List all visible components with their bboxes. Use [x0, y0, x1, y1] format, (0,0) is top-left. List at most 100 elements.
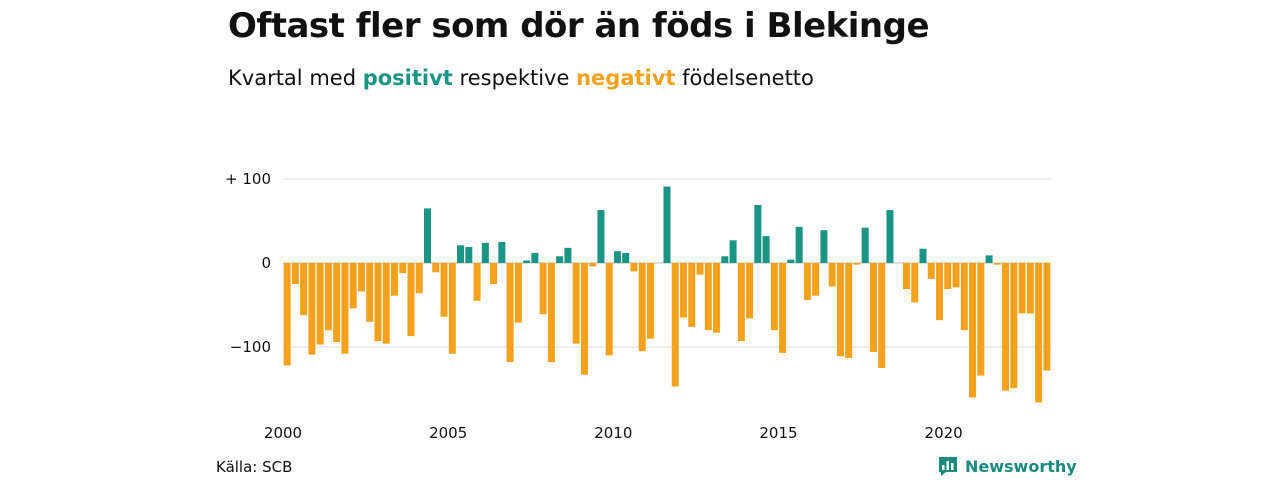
bar [308, 263, 316, 355]
bar [498, 242, 506, 263]
bar [415, 263, 423, 294]
bar [597, 210, 605, 263]
bar [1002, 263, 1010, 391]
bar [580, 263, 588, 375]
y-tick-label: 0 [261, 254, 271, 272]
bar [506, 263, 514, 363]
bar [514, 263, 522, 323]
source-note: Källa: SCB [216, 458, 293, 476]
bar [366, 263, 374, 322]
bar [490, 263, 498, 284]
bar [985, 255, 993, 263]
bar [374, 263, 382, 342]
bar [523, 260, 531, 263]
bar [845, 263, 853, 358]
bar-chart-speech-bubble-icon [939, 457, 957, 476]
bar [919, 248, 927, 263]
bar [886, 210, 894, 263]
bar [457, 245, 465, 263]
bar [424, 208, 432, 263]
bar [324, 263, 332, 331]
bar [960, 263, 968, 331]
bar [399, 263, 407, 274]
bar [357, 263, 365, 292]
bar [820, 230, 828, 263]
x-tick-label: 2000 [264, 424, 302, 442]
subtitle-negative: negativt [576, 66, 676, 90]
bar [539, 263, 547, 315]
bar [465, 247, 473, 263]
x-tick-label: 2005 [429, 424, 467, 442]
bar [779, 263, 787, 353]
bar [812, 263, 820, 296]
bar [869, 263, 877, 353]
bar [646, 263, 654, 339]
x-tick-label: 2010 [594, 424, 632, 442]
x-tick-label: 2020 [925, 424, 963, 442]
bar [630, 263, 638, 272]
bar [704, 263, 712, 331]
bar [1043, 263, 1051, 371]
bar [861, 227, 869, 263]
bar [638, 263, 646, 352]
bar [663, 186, 671, 263]
brand-logo: Newsworthy [937, 455, 1077, 477]
bar [688, 263, 696, 327]
bar [589, 263, 597, 267]
subtitle-prefix: Kvartal med [228, 66, 357, 90]
bar [1018, 263, 1026, 314]
bar [316, 263, 324, 345]
y-tick-label: −100 [230, 338, 271, 356]
bar [927, 263, 935, 279]
bar [671, 263, 679, 387]
subtitle-positive: positivt [362, 66, 453, 90]
bar [853, 263, 861, 265]
bar [836, 263, 844, 357]
bar [762, 236, 770, 263]
bar [390, 263, 398, 296]
bar [333, 263, 341, 342]
bar [729, 240, 737, 263]
bar [787, 259, 795, 263]
bar [341, 263, 349, 354]
bar [1035, 263, 1043, 403]
bar [605, 263, 613, 356]
bar [803, 263, 811, 300]
bar [407, 263, 415, 337]
bar [613, 251, 621, 263]
bar [936, 263, 944, 321]
bar [754, 205, 762, 263]
bar [721, 256, 729, 263]
y-tick-label: + 100 [225, 170, 271, 188]
bar [283, 263, 291, 366]
bar [1010, 263, 1018, 389]
bar [680, 263, 688, 318]
bar [556, 256, 564, 263]
bar [878, 263, 886, 368]
bar [547, 263, 555, 363]
bar [564, 247, 572, 263]
bar [977, 263, 985, 376]
bar [448, 263, 456, 354]
bar [572, 263, 580, 344]
bar [795, 226, 803, 263]
subtitle-middle: respektive [459, 66, 570, 90]
bar [713, 263, 721, 333]
bar [952, 263, 960, 288]
bar [432, 263, 440, 273]
bar [622, 252, 630, 263]
bar [993, 263, 1001, 265]
bar [969, 263, 977, 398]
bar [746, 263, 754, 319]
bar [1026, 263, 1034, 314]
subtitle-suffix: födelsenetto [682, 66, 814, 90]
bar [911, 263, 919, 303]
bar [349, 263, 357, 309]
bar [531, 252, 539, 263]
bar [300, 263, 308, 316]
bar [440, 263, 448, 317]
bar [291, 263, 299, 284]
bar [696, 263, 704, 275]
x-tick-label: 2015 [759, 424, 797, 442]
bar [902, 263, 910, 290]
